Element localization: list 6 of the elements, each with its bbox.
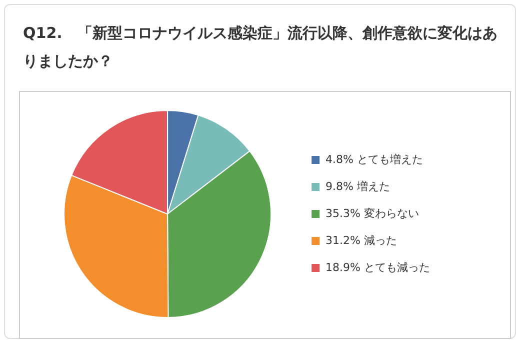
legend-label: 35.3% 変わらない (326, 206, 420, 220)
legend-label: 18.9% とても減った (326, 260, 430, 274)
legend-label: 31.2% 減った (326, 234, 398, 247)
legend-label: 4.8% とても増えた (326, 152, 424, 166)
chart-title: Q12. 「新型コロナウイルス感染症」流行以降、創作意欲に変化はありましたか？ (23, 23, 498, 72)
legend-label: 9.8% 増えた (326, 180, 390, 193)
